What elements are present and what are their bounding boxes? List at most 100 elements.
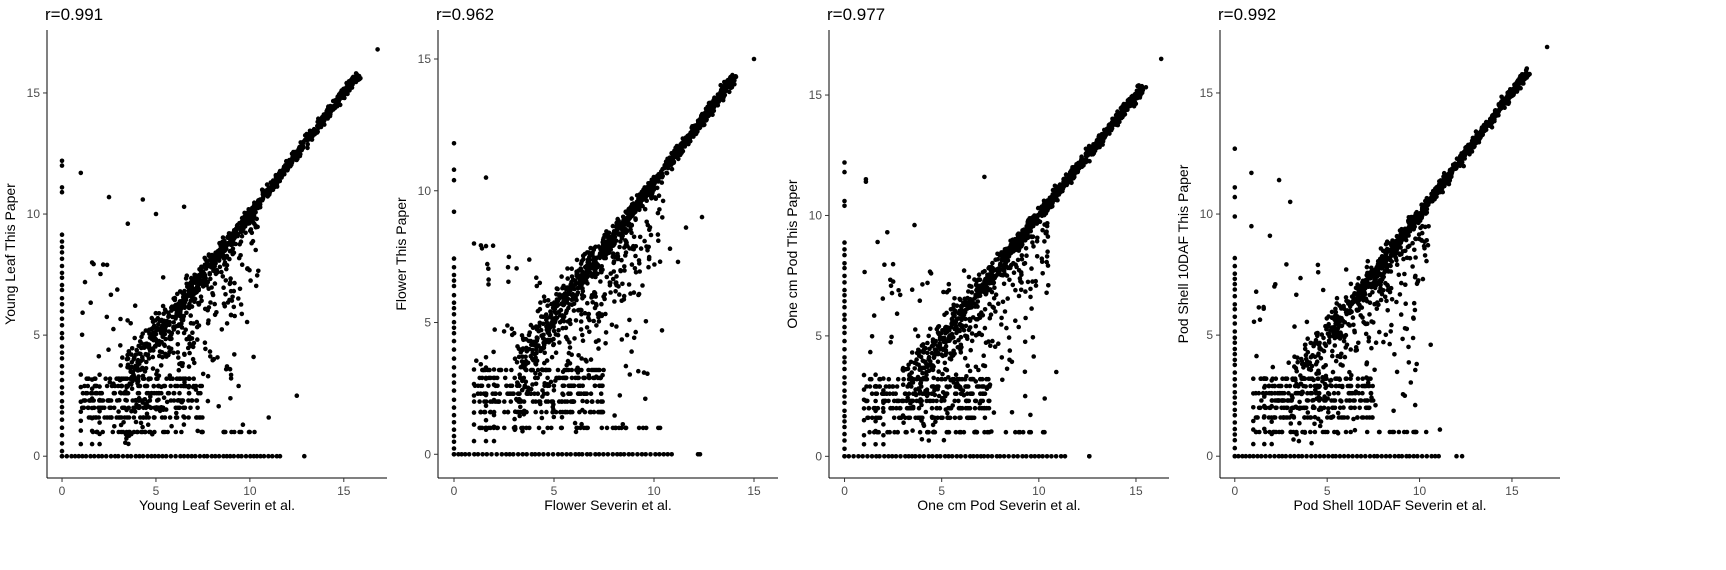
data-point [717, 97, 722, 102]
data-point [161, 342, 167, 348]
data-point [273, 175, 279, 180]
data-point [129, 352, 134, 357]
data-point [274, 453, 280, 459]
data-point [353, 71, 359, 76]
data-point [619, 298, 624, 304]
data-point [948, 307, 954, 312]
data-point [78, 441, 84, 447]
data-point [203, 257, 208, 263]
data-point [519, 333, 525, 338]
y-axis-title: Flower This Paper [393, 197, 409, 311]
data-point [842, 375, 847, 380]
data-point [994, 267, 999, 272]
data-point [99, 453, 105, 459]
data-point [842, 388, 847, 394]
data-point [183, 276, 189, 281]
data-point [871, 313, 877, 318]
data-point [228, 276, 233, 281]
data-point [941, 437, 947, 443]
data-point [451, 388, 457, 393]
data-point [582, 310, 588, 316]
data-point [140, 197, 146, 202]
data-point [889, 334, 894, 340]
data-point [861, 406, 867, 411]
data-point [1064, 182, 1069, 188]
data-point [211, 268, 216, 274]
data-point [109, 415, 114, 420]
data-point [928, 398, 933, 404]
data-point [1039, 259, 1045, 265]
data-point [112, 424, 117, 429]
data-point [611, 242, 616, 248]
data-point [944, 327, 950, 332]
data-point [986, 339, 991, 344]
data-point [698, 114, 704, 120]
data-point [82, 398, 88, 403]
data-point [912, 391, 918, 397]
data-point [349, 79, 355, 85]
data-point [570, 383, 576, 389]
data-point [1000, 377, 1005, 383]
data-point [595, 311, 601, 317]
data-point [138, 420, 144, 426]
data-point [919, 398, 924, 404]
data-point [622, 264, 627, 269]
data-point [861, 417, 867, 423]
data-point [1015, 241, 1021, 247]
data-point [600, 373, 605, 378]
data-point [165, 429, 170, 435]
data-point [59, 417, 65, 423]
data-point [1044, 290, 1049, 296]
data-point [82, 383, 87, 389]
data-point [1060, 188, 1065, 194]
data-point [199, 298, 204, 304]
data-point [143, 405, 149, 411]
data-point [139, 334, 144, 340]
data-point [497, 391, 503, 397]
data-point [506, 391, 512, 397]
data-point [59, 296, 65, 301]
y-tick-label: 5 [424, 316, 431, 330]
data-point [480, 452, 485, 457]
data-point [614, 283, 619, 288]
data-point [1044, 454, 1050, 459]
data-point [661, 452, 666, 457]
data-point [97, 397, 102, 403]
data-point [1061, 178, 1067, 183]
data-point [842, 287, 847, 293]
data-point [515, 391, 521, 397]
data-point [187, 350, 192, 356]
data-point [602, 242, 608, 248]
data-point [283, 165, 288, 170]
data-point [842, 265, 847, 271]
data-point [144, 359, 149, 365]
data-point [118, 390, 124, 396]
data-point [541, 430, 546, 435]
data-point [615, 224, 621, 229]
data-point [890, 391, 896, 397]
data-point [568, 391, 573, 397]
data-point [132, 303, 138, 309]
data-point [538, 327, 544, 333]
data-point [451, 446, 457, 451]
data-point [570, 291, 576, 297]
data-point [523, 379, 529, 385]
data-point [261, 453, 267, 459]
data-point [89, 441, 95, 447]
data-point [153, 337, 159, 343]
data-point [619, 337, 625, 342]
data-point [512, 375, 517, 381]
data-point [486, 266, 491, 272]
data-point [545, 452, 551, 457]
data-point [161, 395, 167, 401]
data-point [584, 325, 590, 330]
data-point [235, 222, 240, 228]
data-point [842, 438, 847, 443]
data-point [567, 345, 573, 350]
data-point [873, 418, 878, 424]
data-point [59, 404, 65, 410]
data-point [891, 398, 897, 404]
data-point [135, 368, 141, 373]
data-point [631, 234, 637, 240]
data-point [914, 398, 919, 404]
